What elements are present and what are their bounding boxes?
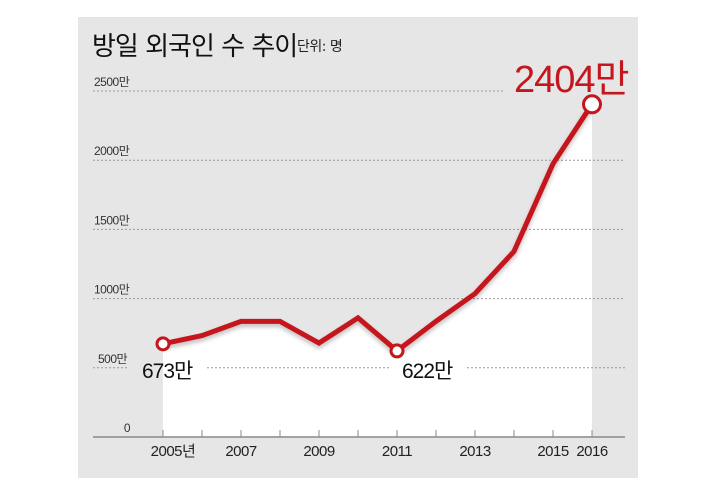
y-axis-labels: 0 500만 1000만 1500만 2000만 2500만: [94, 75, 131, 435]
x-tick-label: 2015: [537, 443, 569, 460]
data-markers: [155, 94, 602, 359]
data-point-marker: [582, 94, 602, 115]
x-tick-label: 2013: [459, 443, 491, 460]
y-tick-label: 500만: [98, 352, 128, 366]
x-axis: [93, 430, 625, 438]
chart-title: 방일 외국인 수 추이: [92, 32, 298, 62]
x-tick-label: 2007: [225, 443, 257, 460]
data-point-marker: [389, 343, 405, 359]
x-tick-label: 2016: [576, 443, 608, 460]
x-tick-label: 2011: [382, 443, 412, 460]
y-tick-label: 1500만: [94, 213, 130, 227]
y-tick-label: 0: [124, 421, 131, 435]
x-axis-labels: 2005년 2007 2009 2011 2013 2015 2016: [151, 443, 609, 460]
x-tick-label: 2009: [303, 443, 335, 460]
area-fill: [163, 104, 592, 437]
y-tick-label: 2000만: [94, 144, 130, 158]
data-line: [162, 102, 595, 355]
gridlines: [93, 90, 625, 369]
annotation-low: 622만: [402, 360, 453, 383]
y-tick-label: 2500만: [94, 75, 130, 89]
y-tick-label: 1000만: [94, 283, 130, 297]
unit-label: 단위: 명: [297, 39, 343, 55]
annotation-end: 2404만: [514, 59, 629, 101]
data-point-marker: [155, 336, 171, 352]
annotation-start: 673만: [142, 360, 193, 383]
x-tick-label: 2005년: [151, 443, 196, 460]
